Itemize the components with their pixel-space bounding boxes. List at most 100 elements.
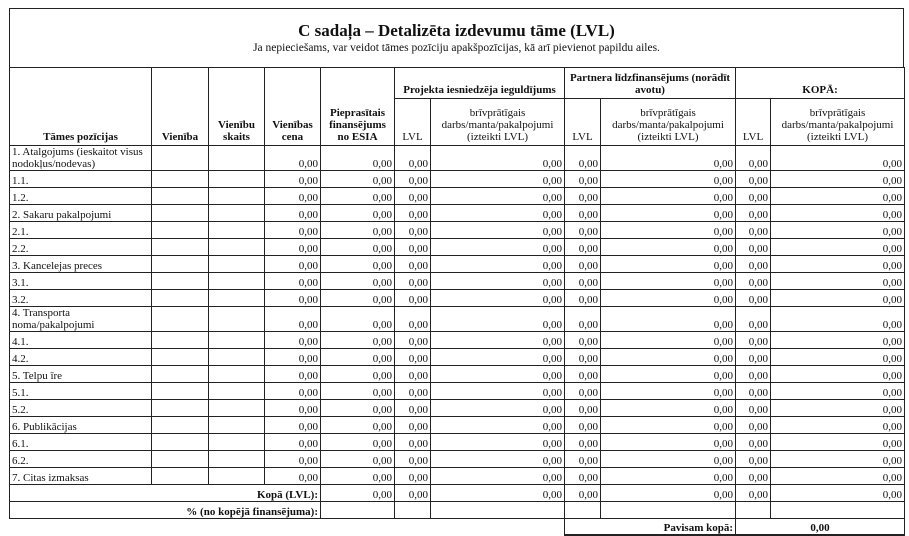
value-cell[interactable]: 0,00 xyxy=(770,382,906,400)
unit-cell[interactable] xyxy=(151,204,209,222)
total-cell[interactable]: 0,00 xyxy=(394,484,431,502)
value-cell[interactable]: 0,00 xyxy=(564,306,601,332)
value-cell[interactable]: 0,00 xyxy=(430,348,565,366)
percent-cell[interactable] xyxy=(770,501,906,519)
value-cell[interactable]: 0,00 xyxy=(770,255,906,273)
value-cell[interactable]: 0,00 xyxy=(735,289,772,307)
value-cell[interactable]: 0,00 xyxy=(264,272,321,290)
value-cell[interactable]: 0,00 xyxy=(430,433,565,451)
value-cell[interactable]: 0,00 xyxy=(564,399,601,417)
value-cell[interactable]: 0,00 xyxy=(320,170,395,188)
value-cell[interactable]: 0,00 xyxy=(735,433,772,451)
unit-count-cell[interactable] xyxy=(208,238,265,256)
value-cell[interactable]: 0,00 xyxy=(394,289,431,307)
value-cell[interactable]: 0,00 xyxy=(394,145,431,171)
value-cell[interactable]: 0,00 xyxy=(320,221,395,239)
value-cell[interactable]: 0,00 xyxy=(394,221,431,239)
value-cell[interactable]: 0,00 xyxy=(735,272,772,290)
value-cell[interactable]: 0,00 xyxy=(264,365,321,383)
unit-count-cell[interactable] xyxy=(208,348,265,366)
value-cell[interactable]: 0,00 xyxy=(430,255,565,273)
unit-count-cell[interactable] xyxy=(208,331,265,349)
value-cell[interactable]: 0,00 xyxy=(264,433,321,451)
value-cell[interactable]: 0,00 xyxy=(770,187,906,205)
value-cell[interactable]: 0,00 xyxy=(735,348,772,366)
value-cell[interactable]: 0,00 xyxy=(430,145,565,171)
value-cell[interactable]: 0,00 xyxy=(394,450,431,468)
value-cell[interactable]: 0,00 xyxy=(564,238,601,256)
unit-count-cell[interactable] xyxy=(208,433,265,451)
unit-cell[interactable] xyxy=(151,433,209,451)
value-cell[interactable]: 0,00 xyxy=(735,306,772,332)
value-cell[interactable]: 0,00 xyxy=(735,416,772,434)
value-cell[interactable]: 0,00 xyxy=(394,433,431,451)
value-cell[interactable]: 0,00 xyxy=(394,331,431,349)
value-cell[interactable]: 0,00 xyxy=(599,187,737,205)
unit-cell[interactable] xyxy=(151,238,209,256)
value-cell[interactable]: 0,00 xyxy=(264,416,321,434)
value-cell[interactable]: 0,00 xyxy=(264,399,321,417)
value-cell[interactable]: 0,00 xyxy=(430,170,565,188)
value-cell[interactable]: 0,00 xyxy=(320,204,395,222)
value-cell[interactable]: 0,00 xyxy=(770,306,906,332)
percent-cell[interactable] xyxy=(320,501,395,519)
value-cell[interactable]: 0,00 xyxy=(770,204,906,222)
unit-count-cell[interactable] xyxy=(208,204,265,222)
unit-count-cell[interactable] xyxy=(208,255,265,273)
value-cell[interactable]: 0,00 xyxy=(599,416,737,434)
value-cell[interactable]: 0,00 xyxy=(564,365,601,383)
value-cell[interactable]: 0,00 xyxy=(599,331,737,349)
unit-count-cell[interactable] xyxy=(208,450,265,468)
value-cell[interactable]: 0,00 xyxy=(264,467,321,485)
unit-count-cell[interactable] xyxy=(208,399,265,417)
value-cell[interactable]: 0,00 xyxy=(564,433,601,451)
value-cell[interactable]: 0,00 xyxy=(264,289,321,307)
value-cell[interactable]: 0,00 xyxy=(320,331,395,349)
value-cell[interactable]: 0,00 xyxy=(770,433,906,451)
total-cell[interactable]: 0,00 xyxy=(770,484,906,502)
total-cell[interactable]: 0,00 xyxy=(564,484,601,502)
value-cell[interactable]: 0,00 xyxy=(599,306,737,332)
value-cell[interactable]: 0,00 xyxy=(394,204,431,222)
value-cell[interactable]: 0,00 xyxy=(264,204,321,222)
value-cell[interactable]: 0,00 xyxy=(320,289,395,307)
value-cell[interactable]: 0,00 xyxy=(320,450,395,468)
value-cell[interactable]: 0,00 xyxy=(735,238,772,256)
value-cell[interactable]: 0,00 xyxy=(599,365,737,383)
value-cell[interactable]: 0,00 xyxy=(264,221,321,239)
value-cell[interactable]: 0,00 xyxy=(770,365,906,383)
value-cell[interactable]: 0,00 xyxy=(564,382,601,400)
unit-cell[interactable] xyxy=(151,170,209,188)
value-cell[interactable]: 0,00 xyxy=(394,416,431,434)
value-cell[interactable]: 0,00 xyxy=(735,145,772,171)
value-cell[interactable]: 0,00 xyxy=(320,433,395,451)
value-cell[interactable]: 0,00 xyxy=(430,365,565,383)
value-cell[interactable]: 0,00 xyxy=(264,145,321,171)
value-cell[interactable]: 0,00 xyxy=(564,187,601,205)
unit-cell[interactable] xyxy=(151,467,209,485)
value-cell[interactable]: 0,00 xyxy=(599,238,737,256)
value-cell[interactable]: 0,00 xyxy=(599,204,737,222)
value-cell[interactable]: 0,00 xyxy=(599,170,737,188)
percent-cell[interactable] xyxy=(394,501,431,519)
value-cell[interactable]: 0,00 xyxy=(564,145,601,171)
value-cell[interactable]: 0,00 xyxy=(394,238,431,256)
unit-cell[interactable] xyxy=(151,289,209,307)
value-cell[interactable]: 0,00 xyxy=(564,289,601,307)
unit-cell[interactable] xyxy=(151,306,209,332)
value-cell[interactable]: 0,00 xyxy=(564,450,601,468)
unit-cell[interactable] xyxy=(151,187,209,205)
value-cell[interactable]: 0,00 xyxy=(394,348,431,366)
unit-count-cell[interactable] xyxy=(208,187,265,205)
value-cell[interactable]: 0,00 xyxy=(320,416,395,434)
unit-cell[interactable] xyxy=(151,272,209,290)
value-cell[interactable]: 0,00 xyxy=(264,348,321,366)
value-cell[interactable]: 0,00 xyxy=(770,450,906,468)
value-cell[interactable]: 0,00 xyxy=(770,145,906,171)
value-cell[interactable]: 0,00 xyxy=(770,331,906,349)
value-cell[interactable]: 0,00 xyxy=(564,170,601,188)
value-cell[interactable]: 0,00 xyxy=(564,272,601,290)
value-cell[interactable]: 0,00 xyxy=(770,272,906,290)
value-cell[interactable]: 0,00 xyxy=(320,467,395,485)
value-cell[interactable]: 0,00 xyxy=(430,382,565,400)
